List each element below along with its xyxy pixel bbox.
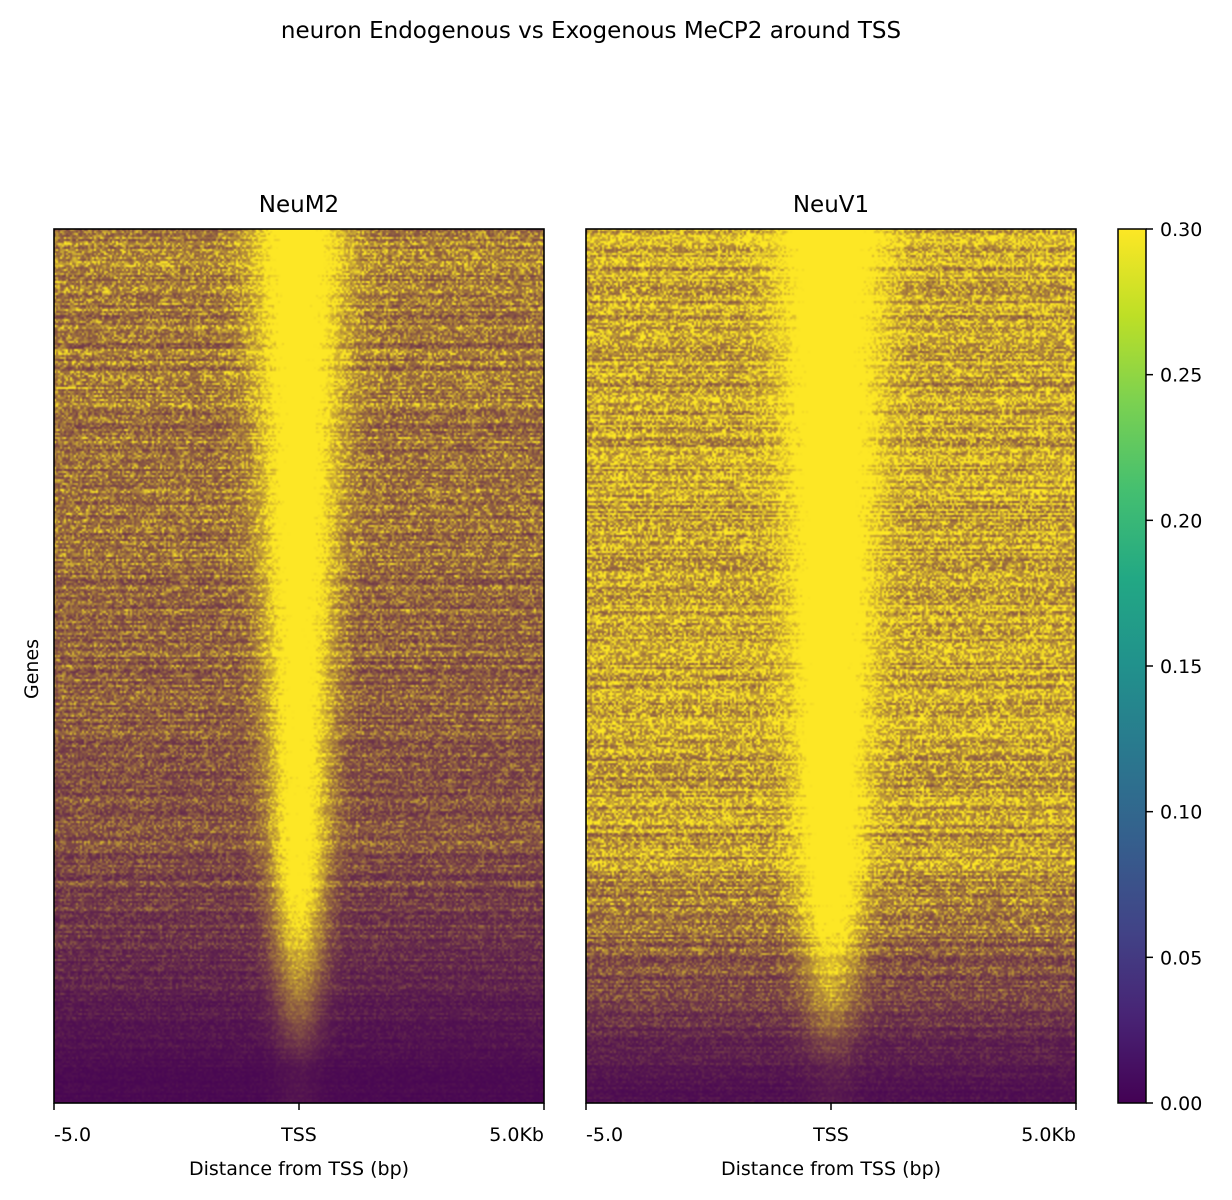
panel-neum2: NeuM2 -5.0 TSS 5.0Kb Distance from TSS (… [53,192,545,1180]
panel-neuv1: NeuV1 -5.0 TSS 5.0Kb Distance from TSS (… [585,192,1077,1180]
x-axis-label-neuv1: Distance from TSS (bp) [721,1158,941,1180]
colorbar-tick-label: 0.30 [1160,219,1202,241]
y-axis-label: Genes [21,639,43,699]
x-tick-label: -5.0 [54,1124,91,1146]
x-ticks-neuv1: -5.0 TSS 5.0Kb [585,1103,1077,1146]
heatmap-neum2 [54,229,544,1103]
heatmap-neuv1 [586,229,1076,1103]
colorbar-gradient [1117,228,1147,1104]
figure-title: neuron Endogenous vs Exogenous MeCP2 aro… [281,18,901,44]
x-ticks-neum2: -5.0 TSS 5.0Kb [53,1103,545,1146]
colorbar-ticks: 0.00 0.05 0.10 0.15 0.20 0.25 0.30 [1146,219,1202,1115]
x-tick-label: -5.0 [586,1124,623,1146]
colorbar-tick-label: 0.15 [1160,656,1202,678]
colorbar: 0.00 0.05 0.10 0.15 0.20 0.25 0.30 [1117,219,1202,1115]
colorbar-tick-label: 0.10 [1160,802,1202,824]
x-tick-label: TSS [812,1124,849,1146]
x-tick-label: 5.0Kb [489,1124,544,1146]
colorbar-tick-label: 0.00 [1160,1093,1202,1115]
panel-title-neum2: NeuM2 [259,192,339,218]
panel-title-neuv1: NeuV1 [793,192,869,218]
x-tick-label: TSS [280,1124,317,1146]
colorbar-tick-label: 0.20 [1160,510,1202,532]
x-axis-label-neum2: Distance from TSS (bp) [189,1158,409,1180]
x-tick-label: 5.0Kb [1021,1124,1076,1146]
colorbar-tick-label: 0.05 [1160,947,1202,969]
colorbar-tick-label: 0.25 [1160,365,1202,387]
